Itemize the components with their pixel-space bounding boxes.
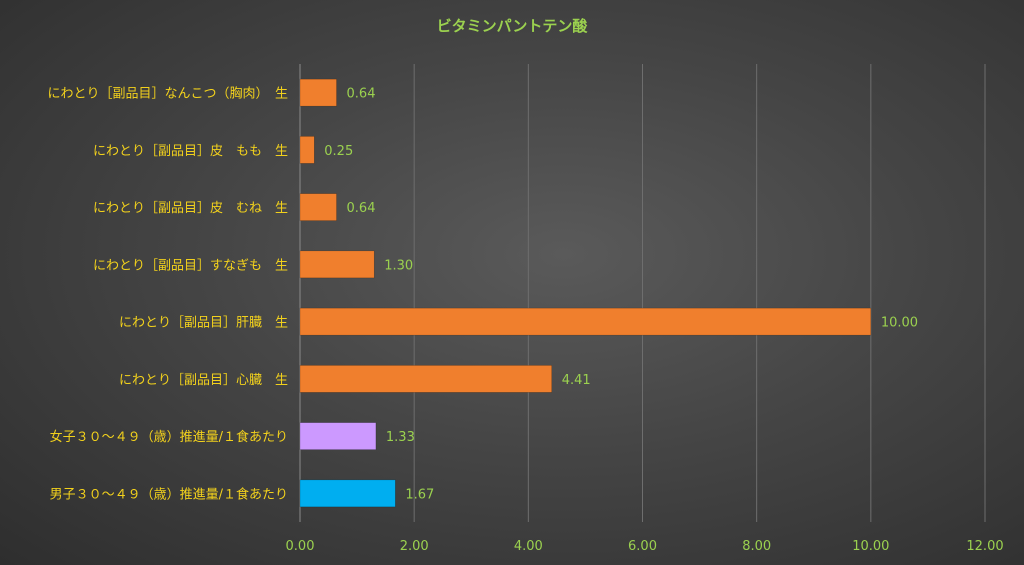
bar bbox=[299, 422, 377, 450]
data-label: 10.00 bbox=[881, 316, 918, 331]
category-label: にわとり［副品目］肝臓 生 bbox=[119, 316, 288, 331]
value-labels: 0.64 0.25 0.64 1.30 10.00 4.41 1.33 1.67 bbox=[324, 87, 918, 503]
data-label: 1.33 bbox=[386, 430, 415, 445]
data-label: 1.67 bbox=[405, 487, 434, 502]
x-tick-label: 0.00 bbox=[286, 539, 315, 554]
category-label: にわとり［副品目］皮 もも 生 bbox=[93, 144, 288, 159]
x-tick-label: 12.00 bbox=[966, 539, 1003, 554]
bar bbox=[299, 479, 396, 508]
category-label: にわとり［副品目］なんこつ（胸肉） 生 bbox=[47, 87, 288, 102]
category-label: にわとり［副品目］心臓 生 bbox=[119, 373, 288, 388]
data-label: 0.64 bbox=[347, 87, 376, 102]
data-label: 1.30 bbox=[384, 258, 413, 273]
bar bbox=[299, 136, 315, 164]
x-tick-label: 8.00 bbox=[742, 539, 771, 554]
x-axis-ticks: 0.00 2.00 4.00 6.00 8.00 10.00 12.00 bbox=[286, 539, 1004, 554]
bar bbox=[299, 193, 337, 221]
bar bbox=[299, 250, 375, 279]
bar bbox=[299, 78, 337, 107]
bars bbox=[299, 78, 872, 508]
x-tick-label: 6.00 bbox=[628, 539, 657, 554]
category-label: にわとり［副品目］すなぎも 生 bbox=[93, 258, 288, 273]
gridlines bbox=[299, 64, 986, 522]
category-label: にわとり［副品目］皮 むね 生 bbox=[93, 201, 288, 216]
bar bbox=[299, 365, 552, 393]
x-tick-label: 2.00 bbox=[400, 539, 429, 554]
data-label: 0.64 bbox=[347, 201, 376, 216]
category-label: 女子３０～４９（歳）推進量/１食あたり bbox=[50, 429, 288, 445]
x-tick-label: 4.00 bbox=[514, 539, 543, 554]
bar bbox=[299, 307, 872, 336]
chart-title: ビタミンパントテン酸 bbox=[437, 17, 589, 35]
category-label: 男子３０～４９（歳）推進量/１食あたり bbox=[50, 486, 288, 502]
data-label: 4.41 bbox=[562, 373, 591, 388]
x-tick-label: 10.00 bbox=[852, 539, 889, 554]
data-label: 0.25 bbox=[324, 144, 353, 159]
